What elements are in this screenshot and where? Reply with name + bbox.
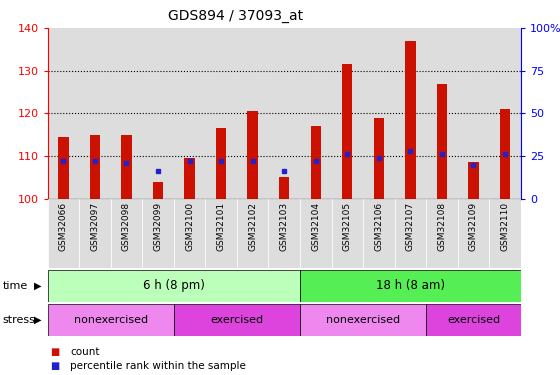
- Bar: [332, 199, 363, 268]
- Text: ■: ■: [50, 361, 60, 370]
- Text: GDS894 / 37093_at: GDS894 / 37093_at: [168, 9, 303, 23]
- Text: percentile rank within the sample: percentile rank within the sample: [70, 361, 246, 370]
- Bar: [405, 41, 416, 199]
- Bar: [426, 304, 521, 336]
- Bar: [79, 199, 111, 268]
- Bar: [237, 199, 268, 268]
- Bar: [426, 28, 458, 199]
- Bar: [458, 28, 489, 199]
- Bar: [332, 28, 363, 199]
- Text: ▶: ▶: [34, 281, 41, 291]
- Text: GSM32105: GSM32105: [343, 202, 352, 251]
- Text: GSM32100: GSM32100: [185, 202, 194, 251]
- Text: ■: ■: [50, 347, 60, 357]
- Bar: [489, 199, 521, 268]
- Bar: [300, 199, 332, 268]
- Bar: [90, 135, 100, 199]
- Bar: [500, 109, 510, 199]
- Text: GSM32103: GSM32103: [279, 202, 289, 251]
- Bar: [79, 28, 111, 199]
- Bar: [426, 199, 458, 268]
- Bar: [216, 128, 226, 199]
- Text: GSM32066: GSM32066: [59, 202, 68, 251]
- Text: 18 h (8 am): 18 h (8 am): [376, 279, 445, 292]
- Bar: [237, 28, 268, 199]
- Bar: [300, 304, 426, 336]
- Bar: [48, 304, 174, 336]
- Bar: [374, 118, 384, 199]
- Bar: [111, 199, 142, 268]
- Text: nonexercised: nonexercised: [73, 315, 148, 325]
- Bar: [48, 28, 79, 199]
- Bar: [342, 64, 352, 199]
- Text: GSM32099: GSM32099: [153, 202, 162, 251]
- Bar: [153, 182, 163, 199]
- Bar: [248, 111, 258, 199]
- Text: GSM32109: GSM32109: [469, 202, 478, 251]
- Text: GSM32104: GSM32104: [311, 202, 320, 251]
- Text: GSM32102: GSM32102: [248, 202, 257, 251]
- Bar: [363, 199, 395, 268]
- Bar: [48, 199, 79, 268]
- Text: time: time: [3, 281, 28, 291]
- Text: ▶: ▶: [34, 315, 41, 325]
- Text: GSM32107: GSM32107: [406, 202, 415, 251]
- Bar: [142, 199, 174, 268]
- Text: 6 h (8 pm): 6 h (8 pm): [143, 279, 205, 292]
- Bar: [395, 199, 426, 268]
- Text: GSM32101: GSM32101: [217, 202, 226, 251]
- Bar: [300, 270, 521, 302]
- Text: GSM32108: GSM32108: [437, 202, 446, 251]
- Bar: [279, 177, 290, 199]
- Bar: [174, 304, 300, 336]
- Text: GSM32098: GSM32098: [122, 202, 131, 251]
- Bar: [174, 199, 206, 268]
- Bar: [363, 28, 395, 199]
- Bar: [395, 28, 426, 199]
- Text: exercised: exercised: [447, 315, 500, 325]
- Text: GSM32106: GSM32106: [374, 202, 384, 251]
- Bar: [174, 28, 206, 199]
- Bar: [206, 28, 237, 199]
- Bar: [489, 28, 521, 199]
- Bar: [268, 28, 300, 199]
- Bar: [206, 199, 237, 268]
- Bar: [184, 158, 195, 199]
- Bar: [468, 162, 479, 199]
- Bar: [58, 137, 68, 199]
- Bar: [142, 28, 174, 199]
- Text: nonexercised: nonexercised: [326, 315, 400, 325]
- Bar: [300, 28, 332, 199]
- Bar: [311, 126, 321, 199]
- Text: count: count: [70, 347, 100, 357]
- Bar: [268, 199, 300, 268]
- Bar: [111, 28, 142, 199]
- Bar: [458, 199, 489, 268]
- Bar: [122, 135, 132, 199]
- Text: exercised: exercised: [211, 315, 263, 325]
- Bar: [48, 270, 300, 302]
- Text: GSM32097: GSM32097: [90, 202, 100, 251]
- Bar: [437, 84, 447, 199]
- Text: GSM32110: GSM32110: [501, 202, 510, 251]
- Text: stress: stress: [3, 315, 36, 325]
